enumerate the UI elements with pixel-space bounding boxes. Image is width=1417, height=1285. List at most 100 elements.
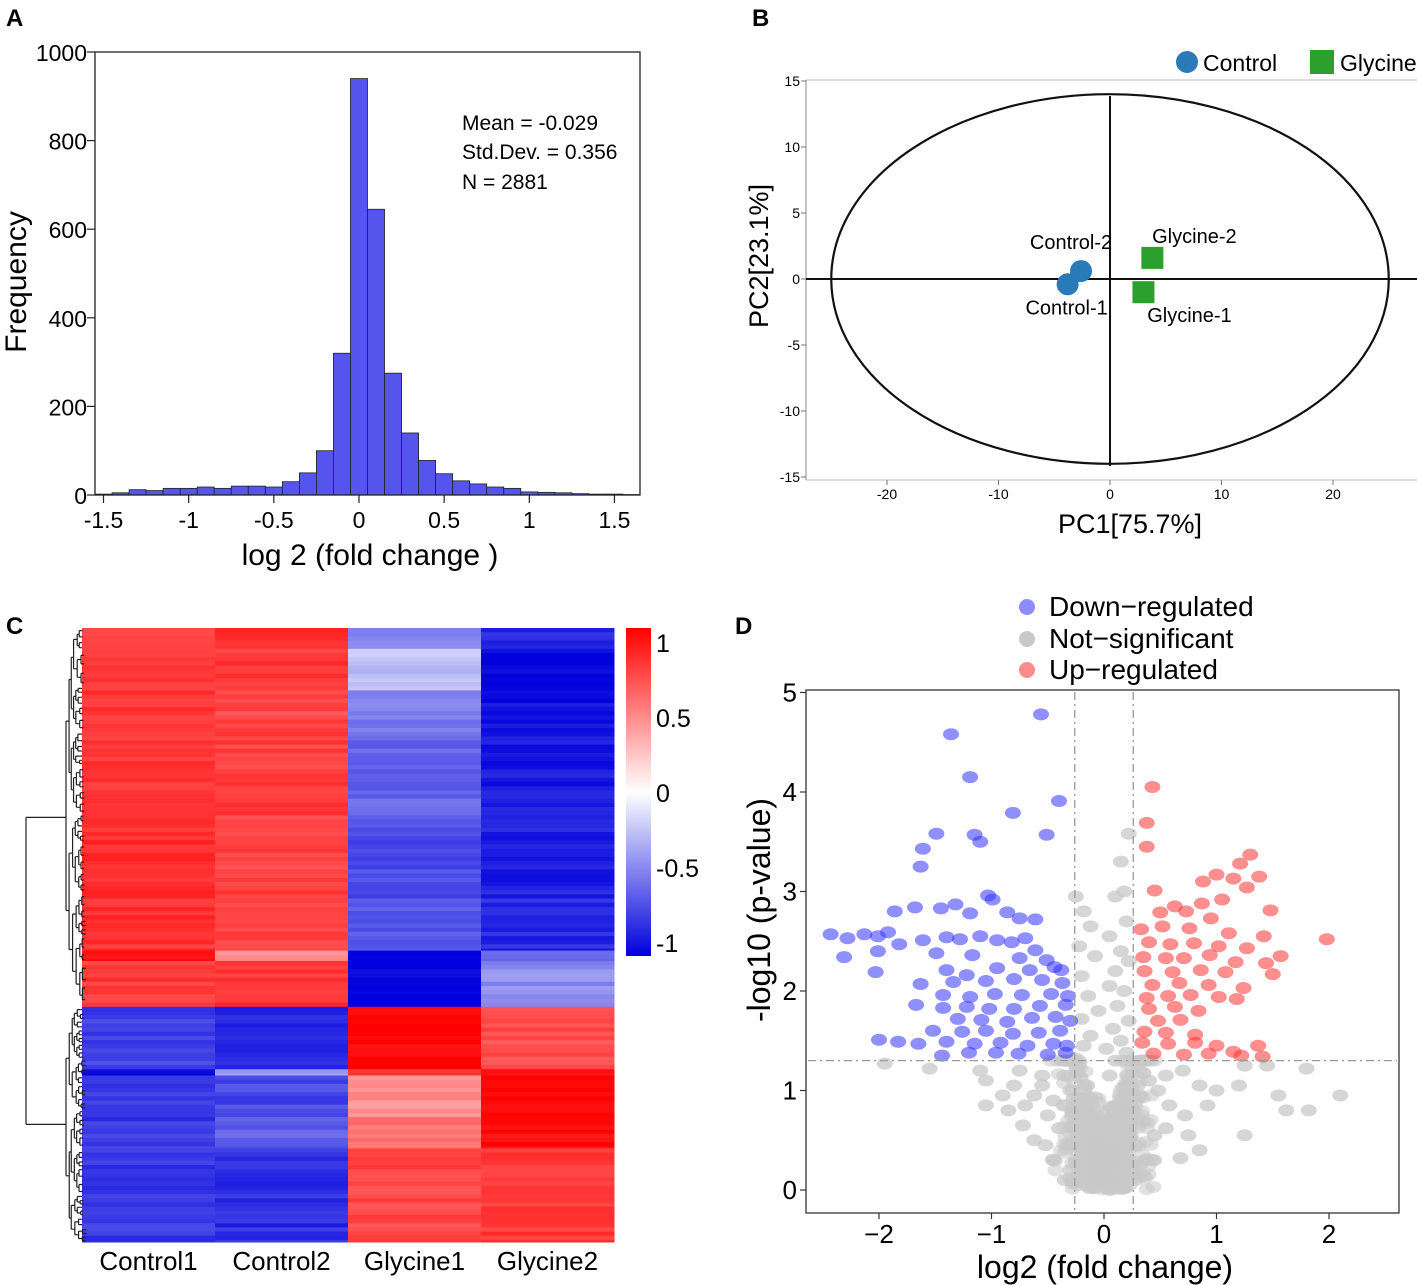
volcano-point-down <box>1060 989 1076 1002</box>
heatmap-cell <box>481 1235 615 1241</box>
volcano-point-not-significant <box>1112 945 1129 958</box>
histogram-bar <box>316 450 334 496</box>
dendrogram-branch <box>77 1218 83 1226</box>
heatmap-cell <box>481 1129 615 1135</box>
y-tick-label: 800 <box>49 129 87 155</box>
heatmap-cell <box>348 1096 482 1101</box>
heatmap-cell <box>215 732 349 737</box>
volcano-point-up <box>1187 1036 1204 1049</box>
heatmap-cell <box>348 961 482 966</box>
heatmap-cell <box>481 1040 615 1045</box>
volcano-point-not-significant <box>972 1064 989 1077</box>
heatmap-cell <box>82 831 216 837</box>
y-tick-label: -10 <box>780 403 800 419</box>
heatmap-cell <box>215 1198 349 1203</box>
heatmap-cell <box>82 856 216 862</box>
heatmap-cell <box>481 1152 615 1158</box>
volcano-point-down <box>1057 998 1074 1011</box>
heatmap-cell <box>348 744 482 750</box>
volcano-point-up <box>1200 979 1217 992</box>
heatmap-cell <box>215 954 349 960</box>
heatmap-cell <box>82 794 216 800</box>
panel-b-x-axis: -20 -10 0 10 20 <box>877 480 1341 502</box>
volcano-point-down <box>914 934 931 947</box>
heatmap-cell <box>348 815 482 820</box>
heatmap-cell <box>481 698 615 704</box>
heatmap-cell <box>215 1160 349 1166</box>
volcano-point-not-significant <box>1075 905 1092 918</box>
volcano-point-down <box>1031 999 1048 1012</box>
heatmap-cell <box>215 815 349 820</box>
heatmap-cell <box>82 736 216 741</box>
heatmap-cell <box>215 1060 349 1066</box>
heatmap-cell <box>348 1069 482 1074</box>
volcano-point-not-significant <box>1101 1164 1118 1177</box>
heatmap-cell <box>215 1152 349 1158</box>
heatmap-cell <box>82 823 216 829</box>
heatmap-cell <box>348 940 482 945</box>
heatmap-cell <box>82 1006 216 1012</box>
heatmap-cell <box>215 1056 349 1062</box>
histogram-bar <box>418 460 437 496</box>
heatmap-cell <box>481 1198 615 1203</box>
heatmap-cell <box>82 973 216 979</box>
heatmap-cell <box>215 923 349 929</box>
heatmap-cell <box>348 1002 482 1008</box>
histogram-bar <box>247 485 266 496</box>
heatmap-cell <box>481 902 615 908</box>
volcano-point-not-significant <box>1101 1069 1118 1082</box>
volcano-point-not-significant <box>1177 1109 1193 1122</box>
heatmap-cell <box>215 744 349 750</box>
heatmap-cell <box>348 802 482 808</box>
heatmap-cell <box>82 881 216 887</box>
volcano-point-not-significant <box>1298 1062 1315 1075</box>
volcano-point-not-significant <box>1082 1029 1099 1042</box>
heatmap-cell <box>215 1015 349 1020</box>
heatmap-cell <box>215 950 349 956</box>
heatmap-cell <box>481 1073 615 1076</box>
volcano-point-up <box>1136 1025 1153 1038</box>
heatmap-cell <box>348 973 482 979</box>
volcano-point-not-significant <box>1120 955 1137 968</box>
heatmap-cell <box>82 677 216 683</box>
volcano-point-not-significant <box>1037 1139 1054 1152</box>
heatmap-cell <box>215 665 349 671</box>
heatmap-cell <box>481 1219 615 1224</box>
volcano-point-down <box>890 1035 907 1048</box>
volcano-point-down <box>891 938 908 951</box>
dendrogram-branch <box>78 1152 83 1158</box>
panel-d-plot-frame <box>805 689 1400 1214</box>
heatmap-cell <box>481 1023 615 1029</box>
heatmap-cell <box>481 719 615 725</box>
volcano-point-up <box>1202 912 1219 925</box>
heatmap-cell <box>348 1146 482 1149</box>
volcano-point-not-significant <box>1231 1079 1247 1092</box>
volcano-point-not-significant <box>1039 1109 1056 1122</box>
heatmap-cell <box>215 761 349 766</box>
panel-b-y-axis-title: PC2[23.1%] <box>744 184 774 328</box>
heatmap-cell <box>481 711 615 716</box>
heatmap-cell <box>481 944 615 950</box>
heatmap-cell <box>215 757 349 762</box>
heatmap-cell <box>82 1173 216 1178</box>
y-tick-label: 600 <box>49 217 87 243</box>
volcano-point-not-significant <box>1079 1079 1096 1092</box>
volcano-point-not-significant <box>1075 1039 1092 1052</box>
volcano-point-up <box>1318 933 1335 946</box>
heatmap-cell <box>82 958 216 962</box>
heatmap-cell <box>481 694 615 700</box>
histogram-bars <box>94 78 641 496</box>
heatmap-cell <box>481 1048 615 1054</box>
volcano-point-down <box>1004 1027 1021 1040</box>
heatmap-cell <box>348 985 482 991</box>
heatmap-cell <box>215 752 349 758</box>
heatmap-cell <box>348 1044 482 1049</box>
volcano-threshold-lines <box>808 692 1397 1211</box>
volcano-point-down <box>954 1025 971 1038</box>
heatmap-cell <box>481 1002 615 1008</box>
heatmap-cell <box>481 740 615 746</box>
heatmap-cell <box>82 931 216 937</box>
volcano-point-not-significant <box>1090 1004 1107 1017</box>
panel-a-x-axis: -1.5 -1 -0.5 0 0.5 1 1.5 <box>84 495 630 533</box>
heatmap-cell <box>348 848 482 854</box>
